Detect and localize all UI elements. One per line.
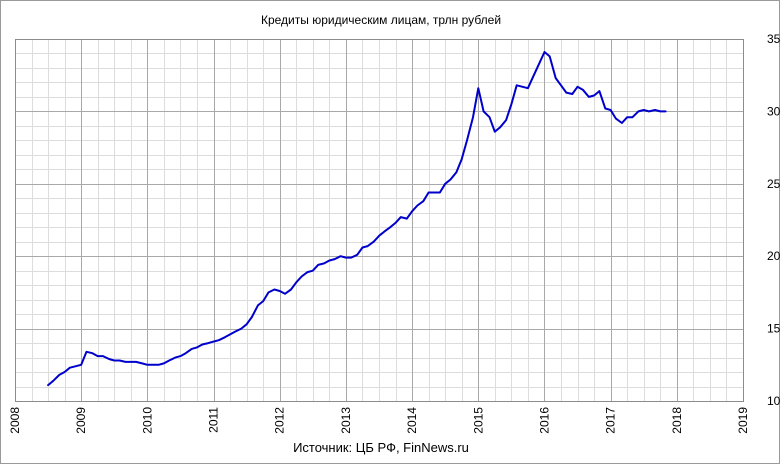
y-axis-tick-labels: 10 15 20 25 30 35 — [767, 32, 780, 408]
chart-source-note: Источник: ЦБ РФ, FinNews.ru — [293, 440, 469, 455]
y-tick-label: 20 — [767, 249, 780, 263]
x-tick-label: 2009 — [74, 407, 88, 434]
x-tick-label: 2014 — [405, 407, 419, 434]
x-tick-label: 2010 — [140, 407, 154, 434]
grid-minor — [15, 39, 744, 402]
x-tick-label: 2011 — [207, 407, 221, 433]
grid-major — [15, 39, 744, 402]
series-layer — [47, 51, 667, 387]
x-tick-label: 2017 — [604, 407, 618, 434]
x-tick-label: 2019 — [736, 407, 750, 434]
y-tick-label: 25 — [767, 177, 780, 191]
x-tick-label: 2012 — [273, 407, 287, 434]
y-tick-label: 30 — [767, 104, 780, 118]
y-tick-label: 15 — [767, 322, 780, 336]
x-tick-label: 2018 — [670, 407, 684, 434]
x-tick-label: 2015 — [471, 407, 485, 434]
y-tick-label: 10 — [767, 394, 780, 408]
x-axis-tick-labels: 2008 2009 2010 2011 2012 2013 2014 2015 2016 2017… — [8, 407, 750, 434]
y-tick-label: 35 — [767, 32, 780, 46]
x-tick-label: 2013 — [339, 407, 353, 434]
x-tick-label: 2008 — [8, 407, 22, 434]
chart-title: Кредиты юридическим лицам, трлн рублей — [261, 13, 501, 27]
x-tick-label: 2016 — [537, 407, 551, 434]
series-line — [47, 51, 667, 387]
plot-border — [15, 39, 744, 402]
